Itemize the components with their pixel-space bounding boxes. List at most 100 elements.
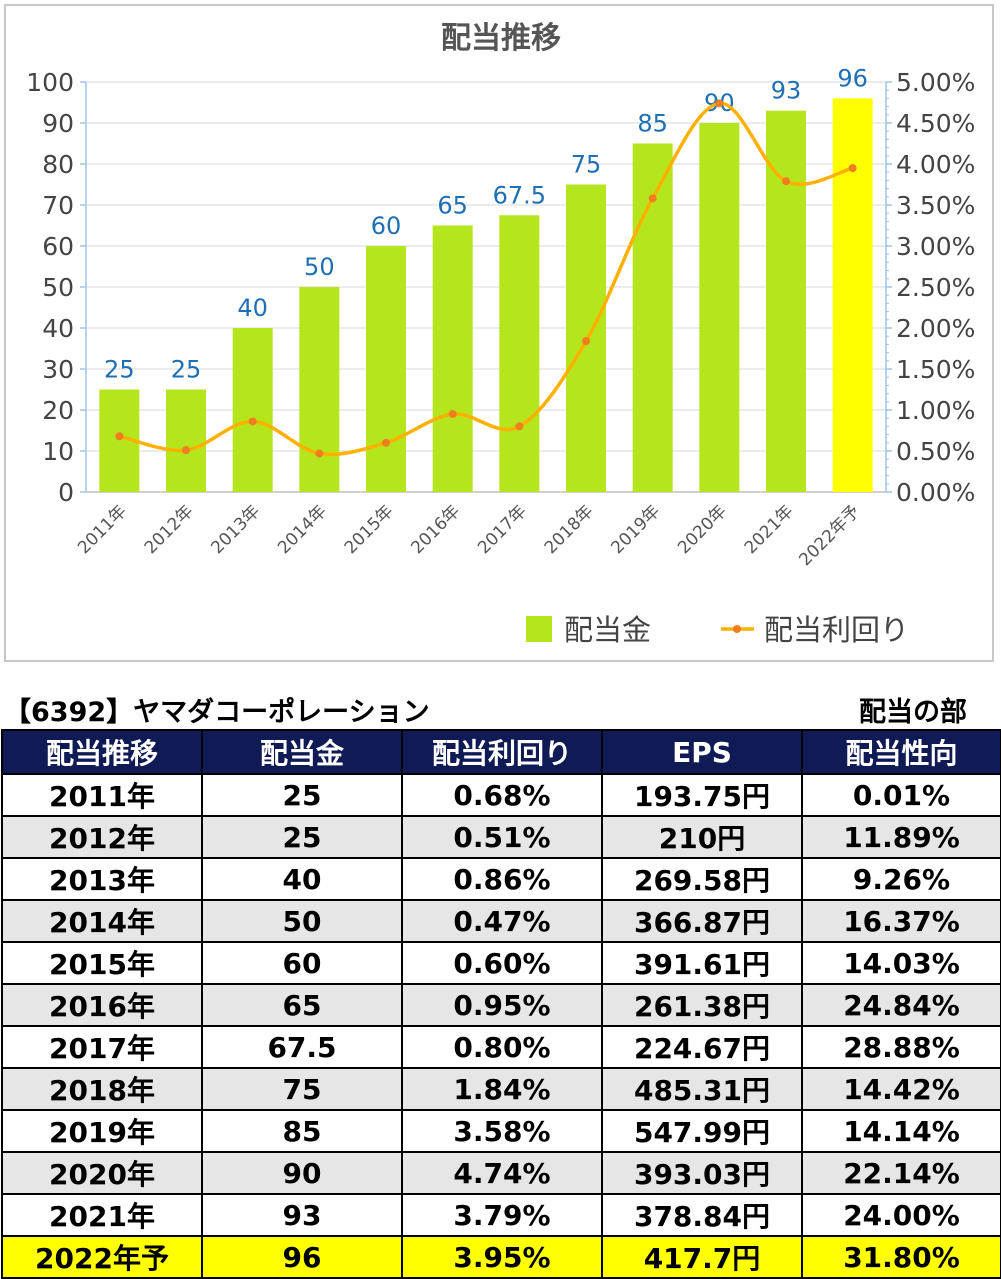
table-cell: 2016年 <box>1 983 203 1027</box>
yield-point <box>582 337 590 346</box>
table-row: 2013年 40 0.86% 269.58円 9.26% <box>1 857 1001 901</box>
bar-value-label: 85 <box>637 110 668 138</box>
table-row: 2017年 67.5 0.80% 224.67円 28.88% <box>1 1025 1001 1069</box>
table-row: 2011年 25 0.68% 193.75円 0.01% <box>1 773 1001 817</box>
dividend-table: 配当推移 配当金 配当利回り EPS 配当性向 2011年 25 0.68% 193.… <box>1 729 1001 1279</box>
yield-point <box>115 432 124 441</box>
table-cell: 0.01% <box>801 773 1001 817</box>
yield-point <box>848 164 857 173</box>
bar-value-label: 50 <box>304 253 335 281</box>
right-axis-tick-label: 4.00% <box>896 150 975 179</box>
table-cell: 2013年 <box>1 857 203 901</box>
table-cell: 16.37% <box>801 899 1001 943</box>
left-axis-tick-label: 60 <box>42 232 74 261</box>
table-cell: 2021年 <box>1 1193 203 1237</box>
table-cell: 269.58円 <box>601 857 803 901</box>
left-axis-tick-label: 80 <box>42 150 74 179</box>
bar <box>699 123 740 492</box>
table-cell: 485.31円 <box>601 1067 803 1111</box>
bar-value-label: 93 <box>771 77 802 105</box>
category-label: 2015年 <box>341 501 398 558</box>
left-axis-tick-label: 90 <box>42 109 74 138</box>
table-cell: 210円 <box>601 815 803 859</box>
left-axis-tick-label: 70 <box>42 191 74 220</box>
table-row: 2019年 85 3.58% 547.99円 14.14% <box>1 1109 1001 1153</box>
left-axis-tick-label: 10 <box>42 437 74 466</box>
table-cell: 60 <box>201 941 403 985</box>
yield-point <box>248 417 257 426</box>
category-label: 2021年 <box>741 501 798 558</box>
table-cell: 2012年 <box>1 815 203 859</box>
table-row: 2020年 90 4.74% 393.03円 22.14% <box>1 1151 1001 1195</box>
table-cell: 24.00% <box>801 1193 1001 1237</box>
table-cell: 4.74% <box>401 1151 603 1195</box>
table-cell: 547.99円 <box>601 1109 803 1153</box>
table-row: 2012年 25 0.51% 210円 11.89% <box>1 815 1001 859</box>
yield-point <box>648 194 657 203</box>
bar <box>499 215 540 492</box>
table-cell: 2018年 <box>1 1067 203 1111</box>
yield-point <box>715 99 724 108</box>
table-cell: 224.67円 <box>601 1025 803 1069</box>
table-cell: 0.80% <box>401 1025 603 1069</box>
left-axis-tick-label: 20 <box>42 396 74 425</box>
bar <box>766 110 806 492</box>
table-cell: 65 <box>201 983 403 1027</box>
table-cell: 391.61円 <box>601 941 803 985</box>
section-title: 配当の部 <box>859 697 967 728</box>
table-row: 2022年予 96 3.95% 417.7円 31.80% <box>1 1235 1001 1279</box>
table-cell: 3.79% <box>401 1193 603 1237</box>
table-cell: 24.84% <box>801 983 1001 1027</box>
chart-svg: 配当推移 0 10 20 30 40 50 60 70 80 90 100 0.00% 0.50% 1.00… <box>26 21 975 647</box>
table-cell: 2020年 <box>1 1151 203 1195</box>
table-cell: 366.87円 <box>601 899 803 943</box>
table-cell: 393.03円 <box>601 1151 803 1195</box>
table-cell: 85 <box>201 1109 403 1153</box>
table-row: 2021年 93 3.79% 378.84円 24.00% <box>1 1193 1001 1237</box>
bar-value-label: 25 <box>171 356 202 384</box>
legend-swatch-bar <box>526 616 552 642</box>
left-axis-tick-label: 100 <box>26 68 74 97</box>
table-cell: 14.42% <box>801 1067 1001 1111</box>
category-label: 2013年 <box>207 501 264 558</box>
right-axis-tick-label: 0.00% <box>896 478 975 507</box>
table-header-row: 配当推移 配当金 配当利回り EPS 配当性向 <box>1 729 1001 775</box>
legend-label-bar: 配当金 <box>564 613 651 647</box>
table-cell: 11.89% <box>801 815 1001 859</box>
table-cell: 378.84円 <box>601 1193 803 1237</box>
category-label: 2022年予 <box>795 501 864 570</box>
left-axis-tick-label: 50 <box>42 273 74 302</box>
legend-label-line: 配当利回り <box>764 613 909 647</box>
chart-title: 配当推移 <box>441 21 561 56</box>
yield-point <box>448 410 457 419</box>
table-cell: 90 <box>201 1151 403 1195</box>
right-axis-tick-label: 1.50% <box>896 355 975 384</box>
right-axis-tick-label: 3.00% <box>896 232 975 261</box>
table-row: 2015年 60 0.60% 391.61円 14.03% <box>1 941 1001 985</box>
category-label: 2011年 <box>74 501 131 558</box>
yield-point <box>515 422 524 431</box>
table-cell: 0.47% <box>401 899 603 943</box>
table-cell: 75 <box>201 1067 403 1111</box>
table-cell: 14.03% <box>801 941 1001 985</box>
table-cell: 25 <box>201 773 403 817</box>
bar-value-label: 40 <box>237 294 268 322</box>
left-axis-tick-label: 30 <box>42 355 74 384</box>
table-cell: 0.68% <box>401 773 603 817</box>
column-header: 配当性向 <box>801 729 1001 775</box>
right-axis-tick-label: 2.00% <box>896 314 975 343</box>
category-label: 2016年 <box>407 501 464 558</box>
bar-value-label: 96 <box>837 64 868 92</box>
company-title: 【6392】ヤマダコーポレーション <box>4 697 430 728</box>
table-row: 2018年 75 1.84% 485.31円 14.42% <box>1 1067 1001 1111</box>
table-cell: 14.14% <box>801 1109 1001 1153</box>
right-axis-tick-label: 3.50% <box>896 191 975 220</box>
table-cell: 50 <box>201 899 403 943</box>
table-cell: 96 <box>201 1235 403 1279</box>
yield-line <box>118 101 854 457</box>
right-axis-tick-label: 5.00% <box>896 68 975 97</box>
bar <box>232 328 273 492</box>
right-axis-tick-label: 2.50% <box>896 273 975 302</box>
right-axis-tick-label: 4.50% <box>896 109 975 138</box>
table-cell: 1.84% <box>401 1067 603 1111</box>
